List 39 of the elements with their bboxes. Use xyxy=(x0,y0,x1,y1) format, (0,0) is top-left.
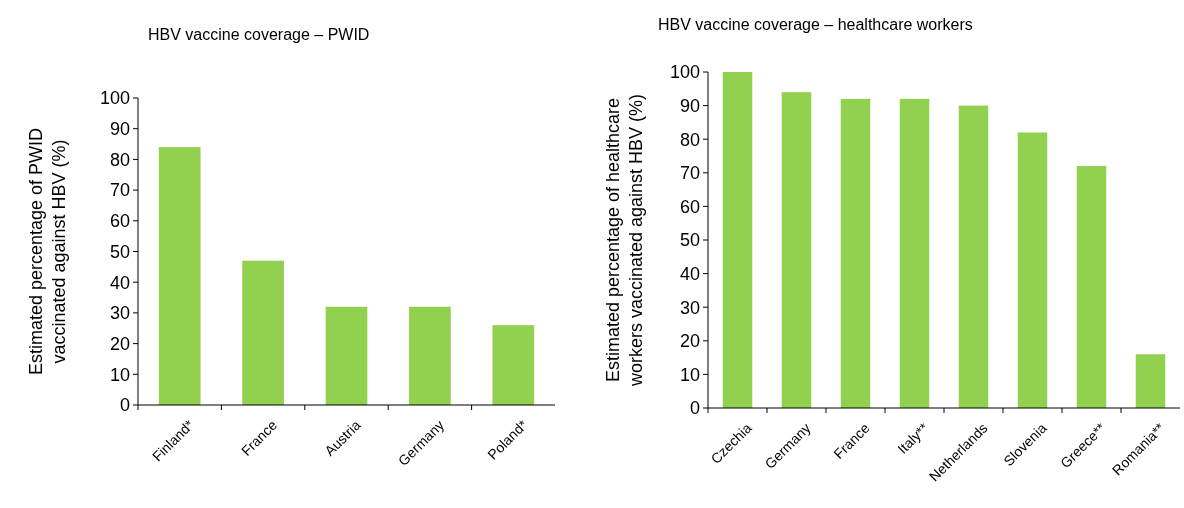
bar xyxy=(840,98,871,408)
y-tick-label: 30 xyxy=(109,303,130,324)
y-axis-title: Estimated percentage of PWID vaccinated against HBV (%) xyxy=(26,127,69,376)
y-tick-label: 90 xyxy=(679,95,700,116)
y-tick-label: 40 xyxy=(109,272,130,293)
bar xyxy=(1135,354,1166,408)
bar xyxy=(781,92,812,408)
chart-title: HBV vaccine coverage – PWID xyxy=(148,26,370,43)
y-tick-label: 80 xyxy=(109,149,130,170)
y-tick-label: 90 xyxy=(109,119,130,139)
y-tick-label: 100 xyxy=(99,88,130,109)
bar xyxy=(409,306,451,405)
y-tick-label: 60 xyxy=(109,211,130,232)
bar xyxy=(1076,166,1107,408)
y-tick-label: 20 xyxy=(679,331,700,352)
y-axis-title: Estimated percentage of healthcare workers vaccinated against HBV (%) xyxy=(603,93,646,388)
y-tick-label: 0 xyxy=(689,398,700,419)
y-tick-label: 40 xyxy=(679,263,700,284)
y-tick-label: 30 xyxy=(679,297,700,318)
bar xyxy=(1017,132,1048,408)
y-tick-label: 10 xyxy=(679,364,700,385)
bar xyxy=(492,325,535,405)
bar xyxy=(722,72,753,408)
y-tick-label: 80 xyxy=(679,129,700,150)
bar xyxy=(899,98,930,408)
y-tick-label: 70 xyxy=(109,180,130,201)
chart-title: HBV vaccine coverage – healthcare workers xyxy=(658,16,973,33)
bar xyxy=(158,147,201,405)
y-tick-label: 20 xyxy=(109,333,130,354)
y-tick-label: 50 xyxy=(679,230,700,251)
bar xyxy=(325,306,368,405)
y-tick-label: 50 xyxy=(109,241,130,262)
y-tick-label: 60 xyxy=(679,196,700,217)
y-tick-label: 0 xyxy=(119,395,130,416)
y-tick-label: 100 xyxy=(669,62,700,83)
y-tick-label: 10 xyxy=(109,364,130,385)
y-tick-label: 70 xyxy=(679,163,700,184)
bar xyxy=(242,260,284,405)
bar xyxy=(958,105,989,408)
